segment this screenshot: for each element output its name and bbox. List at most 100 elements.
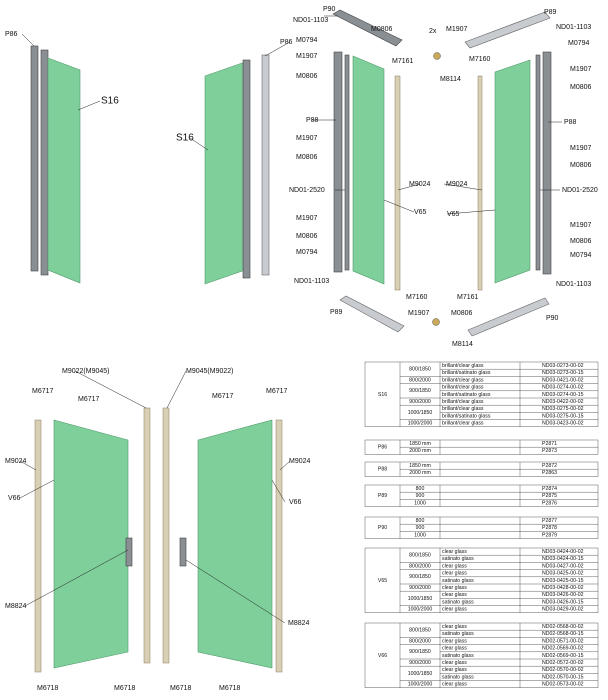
table-code: ND03-0275-00-15	[542, 413, 584, 419]
part-label: ND01-1103	[293, 17, 328, 24]
part-label: P88	[564, 119, 577, 126]
table-size: 900/2000	[409, 399, 431, 405]
table-size: 1850 mm	[409, 441, 431, 447]
table-code: ND03-0425-00-02	[542, 571, 584, 577]
table-size: 900	[416, 525, 425, 531]
table-part: S16	[378, 392, 387, 398]
table-border	[364, 622, 599, 689]
part-label: M0806	[570, 162, 592, 169]
part-label: V65	[414, 209, 427, 216]
part-label: V66	[289, 499, 302, 506]
table-size: 800/1850	[409, 553, 431, 559]
profile	[542, 51, 552, 275]
table-size: 1850 mm	[409, 463, 431, 469]
part-label: V65	[447, 211, 460, 218]
profile	[40, 49, 49, 276]
rod	[162, 407, 170, 664]
table-code: ND03-0427-00-02	[542, 563, 584, 569]
table-size: 900/1850	[409, 388, 431, 394]
part-label: M0806	[570, 238, 592, 245]
profile	[333, 51, 343, 273]
table-desc: brillant/clear glass	[442, 399, 484, 405]
table-code: ND03-0428-00-02	[542, 585, 584, 591]
table-code: ND03-0426-00-15	[542, 599, 584, 605]
table-desc: brillant/satinato glass	[442, 370, 491, 376]
table-size: 800/1850	[409, 628, 431, 634]
table-size: 1000	[414, 500, 426, 506]
glass-panel	[204, 61, 246, 285]
part-label: ND01-1103	[556, 281, 591, 288]
profile	[464, 11, 551, 49]
part-label: M1907	[296, 53, 318, 60]
part-label: M9022(M9045)	[62, 368, 109, 375]
table-size: 1000/2000	[408, 682, 433, 688]
table-size: 1000	[414, 532, 426, 538]
handle	[179, 537, 187, 567]
part-label: M8824	[288, 620, 310, 627]
part-label: P86	[5, 31, 18, 38]
table-desc: clear glass	[442, 646, 467, 652]
table-part: V65	[378, 578, 387, 584]
glass-panel	[47, 57, 81, 284]
table-code: ND02-0572-00-02	[542, 660, 584, 666]
table-code: ND03-0421-00-02	[542, 377, 584, 383]
profile	[242, 59, 251, 279]
table-desc: clear glass	[442, 638, 467, 644]
part-label: M1907	[408, 310, 430, 317]
part-label: M7160	[469, 56, 491, 63]
table-code: P2879	[542, 532, 557, 538]
part-label: M8114	[452, 341, 473, 348]
part-label: M0806	[296, 233, 318, 240]
table-code: ND03-0424-00-02	[542, 549, 584, 555]
part-label: M6717	[78, 396, 100, 403]
profile	[535, 54, 541, 271]
part-label: M7160	[406, 294, 428, 301]
drawings	[19, 9, 562, 673]
part-label: M0806	[371, 26, 393, 33]
handle	[125, 537, 133, 567]
table-code: ND02-0568-00-02	[542, 624, 584, 630]
table-code: P2875	[542, 493, 557, 499]
part-label: M0794	[296, 37, 318, 44]
table-desc: brillant/clear glass	[442, 363, 484, 369]
part-label: M0806	[451, 310, 473, 317]
table-code: ND03-0274-00-02	[542, 385, 584, 391]
table-desc: clear glass	[442, 563, 467, 569]
table-size: 2000 mm	[409, 470, 431, 476]
table-desc: brillant/satinato glass	[442, 392, 491, 398]
table-part: P88	[378, 467, 387, 473]
table-code: ND02-0568-00-15	[542, 631, 584, 637]
table-code: P2874	[542, 486, 557, 492]
table-border	[364, 484, 599, 507]
table-code: ND03-0423-00-02	[542, 421, 584, 427]
glass-panel	[352, 55, 385, 285]
profile	[339, 295, 405, 333]
glass-panel	[53, 419, 129, 669]
part-label: P86	[280, 39, 293, 46]
table-code: ND02-0570-00-15	[542, 674, 584, 680]
table-code: ND02-0571-00-02	[542, 638, 584, 644]
table-code: P2873	[542, 448, 557, 454]
parts-tables: S16 800/1850 brillant/clear glass ND03-0273…	[364, 361, 599, 689]
part-label: M1907	[570, 222, 592, 229]
table-code: P2877	[542, 518, 557, 524]
table-border	[364, 516, 599, 539]
part-label: P88	[306, 117, 319, 124]
table-desc: clear glass	[442, 667, 467, 673]
part-label: M1907	[446, 26, 468, 33]
profile	[30, 45, 39, 272]
part-label: M6717	[32, 388, 54, 395]
part-label: M6718	[219, 685, 241, 692]
profile	[34, 419, 42, 673]
table-code: ND03-0424-00-15	[542, 556, 584, 562]
table-desc: clear glass	[442, 571, 467, 577]
table-desc: satinato glass	[442, 556, 474, 562]
part-label: ND01-1103	[294, 278, 329, 285]
profile	[332, 9, 403, 47]
part-label: M6717	[212, 393, 234, 400]
glass-panel	[197, 419, 273, 669]
table-desc: clear glass	[442, 585, 467, 591]
table-desc: brillant/clear glass	[442, 406, 484, 412]
table-size: 800/1850	[409, 367, 431, 373]
table-desc: satinato glass	[442, 578, 474, 584]
